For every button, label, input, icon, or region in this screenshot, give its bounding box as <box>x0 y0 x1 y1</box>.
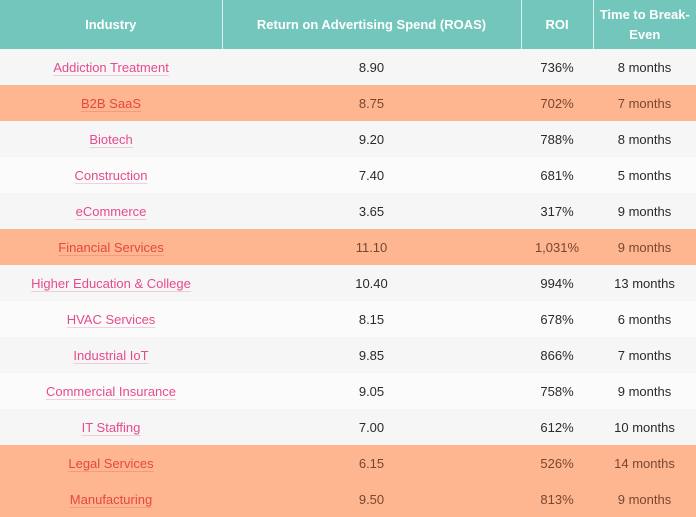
industry-link[interactable]: B2B SaaS <box>81 95 141 111</box>
roas-cell: 3.65 <box>222 193 521 229</box>
industry-link[interactable]: Manufacturing <box>69 491 153 507</box>
header-break-even: Time to Break-Even <box>592 0 696 49</box>
table-row: B2B SaaS 8.75 702% 7 months <box>0 85 696 121</box>
roas-cell: 9.05 <box>222 373 521 409</box>
industry-cell: Addiction Treatment <box>0 49 222 85</box>
table-row: Biotech 9.20 788% 8 months <box>0 121 696 157</box>
break-even-cell: 9 months <box>593 229 696 265</box>
roi-cell: 758% <box>521 373 593 409</box>
break-even-cell: 9 months <box>593 373 696 409</box>
industry-link[interactable]: Biotech <box>89 131 133 147</box>
roas-cell: 6.15 <box>222 445 521 481</box>
industry-cell: Industrial IoT <box>0 337 222 373</box>
roas-cell: 11.10 <box>222 229 521 265</box>
roi-cell: 702% <box>521 85 593 121</box>
roi-cell: 681% <box>521 157 593 193</box>
industry-link[interactable]: HVAC Services <box>66 311 156 327</box>
industry-link[interactable]: Financial Services <box>58 239 164 255</box>
industry-link[interactable]: Higher Education & College <box>31 275 191 291</box>
table-row: Construction 7.40 681% 5 months <box>0 157 696 193</box>
industry-cell: Manufacturing <box>0 481 222 517</box>
break-even-cell: 5 months <box>593 157 696 193</box>
header-roi: ROI <box>520 0 593 49</box>
industry-cell: Biotech <box>0 121 222 157</box>
industry-cell: Construction <box>0 157 222 193</box>
roas-cell: 9.50 <box>222 481 521 517</box>
roi-cell: 788% <box>521 121 593 157</box>
industry-cell: Commercial Insurance <box>0 373 222 409</box>
roi-cell: 526% <box>521 445 593 481</box>
roi-cell: 678% <box>521 301 593 337</box>
break-even-cell: 7 months <box>593 337 696 373</box>
roas-cell: 8.90 <box>222 49 521 85</box>
header-roas: Return on Advertising Spend (ROAS) <box>221 0 521 49</box>
roas-cell: 7.00 <box>222 409 521 445</box>
industry-cell: HVAC Services <box>0 301 222 337</box>
table-row: IT Staffing 7.00 612% 10 months <box>0 409 696 445</box>
table-row: Commercial Insurance 9.05 758% 9 months <box>0 373 696 409</box>
table-row: Manufacturing 9.50 813% 9 months <box>0 481 696 517</box>
table-row: Legal Services 6.15 526% 14 months <box>0 445 696 481</box>
roas-cell: 9.85 <box>222 337 521 373</box>
break-even-cell: 9 months <box>593 193 696 229</box>
table-row: eCommerce 3.65 317% 9 months <box>0 193 696 229</box>
industry-cell: Legal Services <box>0 445 222 481</box>
table-row: Addiction Treatment 8.90 736% 8 months <box>0 49 696 85</box>
table-row: Higher Education & College 10.40 994% 13 mo… <box>0 265 696 301</box>
roi-cell: 612% <box>521 409 593 445</box>
industry-cell: Financial Services <box>0 229 222 265</box>
table-row: Financial Services 11.10 1,031% 9 months <box>0 229 696 265</box>
roi-cell: 1,031% <box>521 229 593 265</box>
roi-cell: 813% <box>521 481 593 517</box>
roi-cell: 994% <box>521 265 593 301</box>
industry-link[interactable]: Industrial IoT <box>73 347 149 363</box>
header-industry: Industry <box>0 0 222 49</box>
industry-link[interactable]: Addiction Treatment <box>53 59 169 75</box>
break-even-cell: 14 months <box>593 445 696 481</box>
table-header-row: Industry Return on Advertising Spend (RO… <box>0 0 696 49</box>
industry-link[interactable]: IT Staffing <box>81 419 141 435</box>
roas-cell: 10.40 <box>222 265 521 301</box>
roas-cell: 7.40 <box>222 157 521 193</box>
break-even-cell: 10 months <box>593 409 696 445</box>
industry-cell: IT Staffing <box>0 409 222 445</box>
break-even-cell: 8 months <box>593 121 696 157</box>
roas-cell: 8.75 <box>222 85 521 121</box>
industry-cell: eCommerce <box>0 193 222 229</box>
roi-cell: 866% <box>521 337 593 373</box>
industry-cell: B2B SaaS <box>0 85 222 121</box>
roas-cell: 8.15 <box>222 301 521 337</box>
roi-cell: 736% <box>521 49 593 85</box>
industry-link[interactable]: Commercial Insurance <box>45 383 177 399</box>
industry-link[interactable]: Construction <box>74 167 148 183</box>
table-row: HVAC Services 8.15 678% 6 months <box>0 301 696 337</box>
break-even-cell: 9 months <box>593 481 696 517</box>
table-row: Industrial IoT 9.85 866% 7 months <box>0 337 696 373</box>
industry-link[interactable]: Legal Services <box>68 455 154 471</box>
break-even-cell: 8 months <box>593 49 696 85</box>
break-even-cell: 6 months <box>593 301 696 337</box>
break-even-cell: 7 months <box>593 85 696 121</box>
industry-link[interactable]: eCommerce <box>75 203 147 219</box>
break-even-cell: 13 months <box>593 265 696 301</box>
industry-cell: Higher Education & College <box>0 265 222 301</box>
roi-cell: 317% <box>521 193 593 229</box>
roas-cell: 9.20 <box>222 121 521 157</box>
